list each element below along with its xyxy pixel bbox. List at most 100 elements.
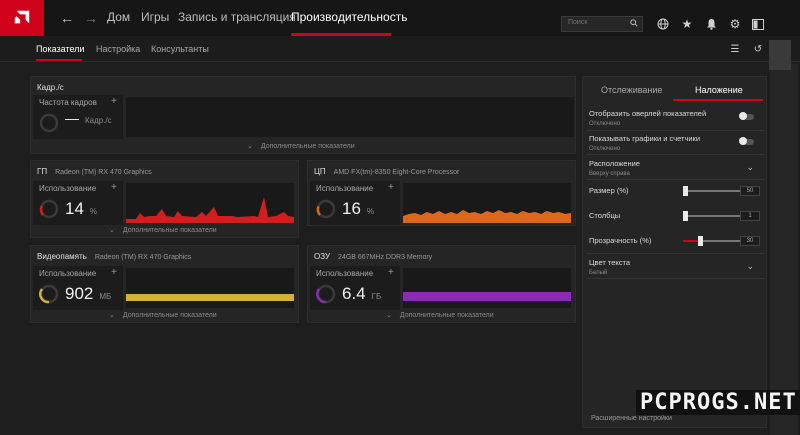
vertical-scrollbar[interactable] [770,64,798,435]
divider [586,130,765,131]
search-input[interactable] [568,19,628,26]
ram-panel: ОЗУ 24GB 667MHz DDR3 Memory Использование… [307,245,576,323]
chevron-down-icon: ⌄ [109,227,115,234]
columns-label: Столбцы [589,211,621,220]
transparency-slider-row: Прозрачность (%) 30 [589,236,760,250]
vram-more-label: Дополнительные показатели [122,312,217,319]
chevron-down-icon: ⌄ [247,143,253,150]
list-icon[interactable]: ☰ [730,43,740,55]
cpu-title: ЦП AMD FX(tm)-8350 Eight-Core Processor [314,167,459,176]
cpu-value-row: 16% [342,199,374,219]
graphs-toggle-row[interactable]: Показывать графики и счетчики Отключено [589,134,760,152]
ram-device: 24GB 667MHz DDR3 Memory [338,254,433,261]
ram-gauge [316,284,336,304]
vram-device: Radeon (TM) RX 470 Graphics [94,254,192,261]
tab-advisors[interactable]: Консультанты [151,44,209,54]
divider [586,253,765,254]
divider [586,154,765,155]
add-icon[interactable]: + [388,267,394,278]
add-icon[interactable]: + [111,182,117,193]
gpu-metric-label: Использование [39,184,97,193]
tab-tuning[interactable]: Настройка [96,44,141,54]
top-bar: ← → Дом Игры Запись и трансляция Произво… [0,0,800,36]
gpu-more-label: Дополнительные показатели [122,227,217,234]
gpu-graph [126,183,294,223]
star-icon[interactable]: ★ [681,17,693,31]
fps-metric-label: Частота кадров [39,98,97,107]
amd-logo[interactable] [0,0,44,36]
transparency-slider[interactable] [683,236,743,246]
active-subtab-indicator [36,59,82,61]
advanced-settings-link[interactable]: Расширенные настройки [591,415,672,422]
search-box[interactable] [561,16,643,32]
tab-record-stream[interactable]: Запись и трансляция [178,10,296,24]
columns-value[interactable]: 1 [740,211,760,221]
divider [586,179,765,180]
divider [586,278,765,279]
columns-slider[interactable] [683,211,743,221]
add-icon[interactable]: + [111,267,117,278]
scrollbar-thumb[interactable] [769,40,791,70]
size-slider-thumb[interactable] [683,186,688,196]
tab-games[interactable]: Игры [141,10,170,24]
transparency-slider-thumb[interactable] [698,236,703,246]
tab-metrics[interactable]: Показатели [36,44,85,54]
cpu-title-label: ЦП [314,167,326,176]
gpu-panel: ГП Radeon (TM) RX 470 Graphics Использова… [30,160,299,238]
gear-icon[interactable]: ⚙ [729,17,741,31]
fps-more-toggle[interactable]: ⌄ Дополнительные показатели [247,142,355,150]
cpu-metric-box: Использование + 16% [310,181,400,225]
text-color-dropdown[interactable]: Цвет текста Белый ⌄ [589,258,760,276]
add-icon[interactable]: + [111,96,117,107]
vram-title-label: Видеопамять [37,252,87,261]
arrow-right-icon[interactable]: → [84,10,98,26]
ram-more-toggle[interactable]: ⌄ Дополнительные показатели [386,311,494,319]
tab-performance[interactable]: Производительность [291,10,408,24]
ram-title: ОЗУ 24GB 667MHz DDR3 Memory [314,252,432,261]
tab-tracking[interactable]: Отслеживание [601,85,663,95]
globe-icon[interactable] [656,17,670,31]
transparency-label: Прозрачность (%) [589,236,652,245]
vram-panel: Видеопамять Radeon (TM) RX 470 Graphics И… [30,245,299,323]
size-value[interactable]: 50 [740,186,760,196]
graphs-toggle[interactable] [739,137,754,145]
chevron-down-icon: ⌄ [109,312,115,319]
fps-more-label: Дополнительные показатели [260,143,355,150]
vram-metric-box: Использование + 902 МБ [33,266,123,310]
vram-unit: МБ [99,292,112,301]
add-icon[interactable]: + [388,182,394,193]
fps-title: Кадр./с [37,83,64,92]
size-slider-row: Размер (%) 50 [589,186,760,200]
ram-value: 6.4 [342,284,366,303]
tab-home[interactable]: Дом [107,10,131,24]
reset-icon[interactable]: ↺ [753,43,763,55]
ram-graph [403,268,571,308]
position-dropdown[interactable]: Расположение Вверху справа ⌄ [589,159,760,177]
transparency-slider-fill [683,240,700,242]
columns-slider-thumb[interactable] [683,211,688,221]
bell-icon[interactable] [704,17,718,31]
tab-overlay[interactable]: Наложение [695,85,743,95]
fps-graph [126,97,574,137]
active-tab-indicator [291,33,391,36]
transparency-value[interactable]: 30 [740,236,760,246]
size-slider[interactable] [683,186,743,196]
cpu-metric-label: Использование [316,184,374,193]
fps-panel: Кадр./с Частота кадров + — Кадр./с ⌄ Допол… [30,76,576,154]
position-value: Вверху справа [589,171,630,177]
gpu-more-toggle[interactable]: ⌄ Дополнительные показатели [109,226,217,234]
fps-value: — [65,110,79,126]
text-color-value: Белый [589,270,608,276]
graphs-toggle-status: Отключено [589,146,621,152]
gpu-gauge [39,199,59,219]
sub-nav: Показатели Настройка Консультанты ☰ ↺ [0,36,800,62]
vram-more-toggle[interactable]: ⌄ Дополнительные показатели [109,311,217,319]
ram-more-label: Дополнительные показатели [399,312,494,319]
layout-icon[interactable] [751,17,765,31]
arrow-left-icon[interactable]: ← [60,10,74,26]
cpu-device: AMD FX(tm)-8350 Eight-Core Processor [333,169,460,176]
gpu-metric-box: Использование + 14% [33,181,123,225]
overlay-toggle-row[interactable]: Отобразить оверлей показателей Отключено [589,109,760,127]
overlay-toggle[interactable] [739,112,754,120]
fps-value-row: — Кадр./с [65,110,112,126]
